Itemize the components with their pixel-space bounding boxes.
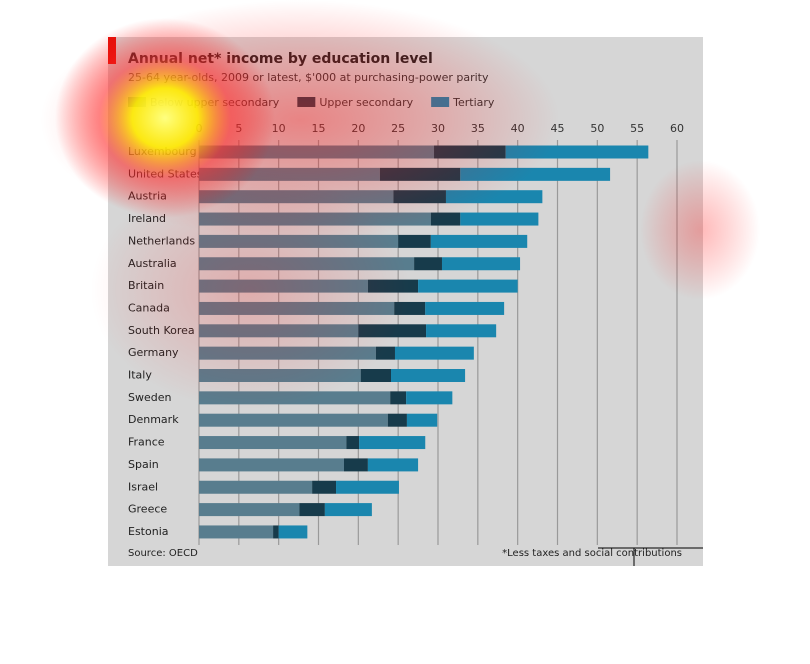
bar-segment (336, 480, 399, 494)
legend-swatch (431, 97, 450, 107)
bar-segment (398, 234, 431, 248)
bar-segment (414, 257, 442, 271)
bar-segment (406, 391, 453, 405)
bar-segment (346, 436, 360, 450)
legend-label: Tertiary (452, 96, 495, 109)
bar-segment (406, 413, 438, 427)
bar-segment (199, 145, 435, 159)
legend-label: Upper secondary (319, 96, 413, 109)
x-tick-label: 50 (590, 122, 604, 135)
bar-segment (324, 503, 372, 517)
y-tick-label: Australia (128, 257, 177, 270)
bar-segment (199, 346, 376, 360)
bar-segment (199, 369, 361, 382)
bar-segment (367, 458, 419, 472)
x-tick-label: 35 (471, 122, 485, 135)
legend-swatch (297, 97, 316, 107)
bar-segment (199, 413, 388, 427)
bar-segment (505, 145, 649, 159)
x-tick-label: 20 (351, 122, 365, 135)
y-tick-label: Greece (128, 503, 167, 516)
x-tick-label: 5 (235, 122, 242, 135)
footnote: *Less taxes and social contributions (502, 548, 682, 559)
bar-segment (426, 324, 497, 338)
bar-segment (418, 279, 518, 293)
bar-segment (343, 458, 368, 472)
y-tick-label: Luxembourg (128, 145, 197, 158)
x-tick-label: 25 (391, 122, 405, 135)
x-tick-label: 40 (511, 122, 525, 135)
x-tick-label: 10 (272, 122, 286, 135)
chart-title: Annual net* income by education level (128, 51, 433, 67)
y-tick-label: Italy (128, 369, 152, 382)
bar-segment (393, 190, 446, 204)
bar-segment (199, 234, 399, 248)
y-tick-label: Israel (128, 480, 158, 493)
legend-swatch (128, 97, 146, 107)
panel (108, 37, 703, 566)
y-tick-label: Germany (128, 346, 179, 359)
x-tick-label: 45 (551, 122, 565, 135)
bar-segment (199, 212, 431, 226)
bar-segment (358, 324, 427, 338)
y-tick-label: South Korea (128, 324, 195, 337)
bar-segment (312, 480, 337, 494)
bar-segment (430, 234, 528, 248)
bar-segment (460, 212, 539, 226)
bar-segment (199, 480, 313, 494)
y-tick-label: Sweden (128, 391, 171, 404)
chart-subtitle: 25-64 year-olds, 2009 or latest, $'000 a… (128, 71, 489, 84)
bar-segment (367, 279, 419, 293)
bar-segment (199, 167, 380, 181)
bar-segment (375, 346, 395, 360)
bar-segment (460, 167, 611, 181)
bar-segment (394, 346, 474, 360)
bar-segment (359, 436, 426, 450)
bar-segment (199, 458, 344, 472)
bar-segment (390, 391, 407, 405)
red-tab (108, 37, 116, 64)
x-tick-label: 15 (312, 122, 326, 135)
bar-segment (425, 301, 505, 315)
source: Source: OECD (128, 548, 198, 559)
x-tick-label: 60 (670, 122, 684, 135)
bar-segment (199, 525, 274, 539)
bar-segment (390, 369, 466, 382)
y-tick-label: Ireland (128, 212, 166, 225)
y-tick-label: United States (128, 167, 203, 180)
bar-segment (199, 257, 415, 271)
bar-segment (430, 212, 461, 226)
bar-segment (278, 525, 308, 539)
bar-segment (360, 369, 391, 382)
bar-segment (199, 436, 347, 450)
x-tick-label: 0 (196, 122, 203, 135)
y-tick-label: Denmark (128, 413, 179, 426)
x-tick-label: 30 (431, 122, 445, 135)
bar-segment (387, 413, 407, 427)
bar-segment (199, 279, 368, 293)
bar-segment (445, 190, 543, 204)
y-tick-label: Estonia (128, 525, 169, 538)
bar-segment (441, 257, 521, 271)
bar-segment (394, 301, 426, 315)
y-tick-label: Netherlands (128, 234, 195, 247)
bar-segment (199, 324, 359, 338)
bar-segment (299, 503, 325, 517)
bar-segment (199, 301, 395, 315)
bar-segment (273, 525, 279, 539)
bar-segment (379, 167, 461, 181)
y-tick-label: France (128, 436, 165, 449)
bar-segment (434, 145, 506, 159)
y-tick-label: Britain (128, 279, 164, 292)
bar-segment (199, 503, 300, 517)
y-tick-label: Spain (128, 458, 159, 471)
y-tick-label: Canada (128, 301, 170, 314)
x-tick-label: 55 (630, 122, 644, 135)
legend-label: Below upper secondary (150, 96, 280, 109)
bar-segment (199, 190, 394, 204)
y-tick-label: Austria (128, 190, 167, 203)
bar-segment (199, 391, 391, 405)
